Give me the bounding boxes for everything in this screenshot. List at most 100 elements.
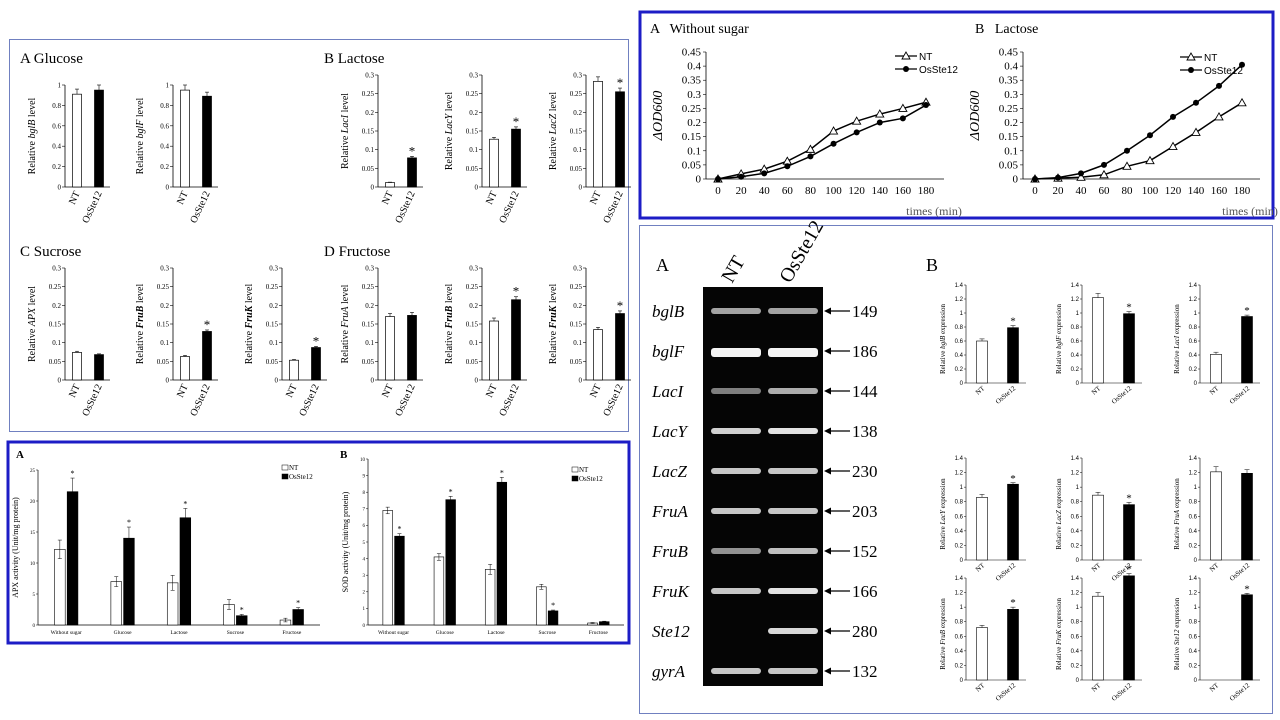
expr-chart-laci: 0 0.2 0.4 0.6 0.8 1 1.2 1.4 Relative LacI expres…	[1173, 283, 1260, 406]
y-tick-label: 0	[371, 184, 375, 192]
x-category-label: NT	[484, 190, 500, 207]
size-arrow-head	[824, 667, 831, 675]
y-tick-label: 6	[363, 524, 366, 529]
series-line-osste12	[717, 104, 927, 180]
gel-panel-letter-a: A	[656, 255, 669, 275]
y-tick-label: 1.2	[1189, 471, 1198, 477]
y-tick-label: 0.45	[999, 47, 1019, 59]
y-tick-label: 5	[33, 593, 36, 598]
y-tick-label: 1	[363, 607, 366, 612]
y-label-gene: LacY	[444, 112, 455, 135]
y-label-suffix: expression	[1055, 478, 1063, 510]
y-tick-label: 0.6	[1071, 634, 1080, 640]
growth-chart-lactose: 0 0.05 0.1 0.15 0.2 0.25 0.3 0.35 0.4 0.45 0 20 40 60…	[968, 47, 1278, 219]
legend-marker-osste12	[903, 66, 909, 72]
bar-nt	[72, 352, 82, 381]
y-label-gene: FruA	[340, 306, 351, 329]
y-tick-label: 0.15	[570, 321, 583, 329]
growth-chart-without-sugar: 0 0.05 0.1 0.15 0.2 0.25 0.3 0.35 0.4 0.45 0 20 40 60…	[651, 47, 962, 219]
y-axis-label: Relative bglF level	[135, 97, 146, 174]
bar-nt	[1092, 494, 1104, 561]
point-nt	[1099, 169, 1109, 179]
legend-marker-nt	[901, 51, 911, 60]
point-osste12	[876, 119, 883, 126]
x-category-label: Lactose	[170, 630, 188, 636]
bar-osste12	[407, 157, 417, 188]
y-tick-label: 1	[1076, 485, 1080, 491]
y-tick-label: 0.25	[466, 90, 479, 98]
y-tick-label: 0.2	[52, 302, 61, 310]
band-size-label: 280	[852, 622, 878, 641]
gel-gene-label: LacZ	[651, 462, 688, 481]
point-nt	[805, 144, 816, 153]
y-tick-label: 25	[30, 469, 36, 474]
expression-bar-charts: 0 0.2 0.4 0.6 0.8 1 1.2 1.4 Relative bglB expres…	[939, 283, 1260, 703]
y-axis-label: Relative bglF expression	[1055, 304, 1063, 375]
y-label-suffix: level	[244, 284, 255, 306]
point-osste12	[923, 102, 929, 109]
bar-nt	[1210, 353, 1222, 384]
legend-swatch-osste12	[281, 473, 289, 480]
y-tick-label: 0.25	[157, 283, 170, 291]
y-tick-label: 1	[960, 485, 964, 491]
y-label-gene: LacI	[1173, 335, 1181, 350]
bar-nt	[1092, 595, 1104, 681]
lane-label-nt: NT	[717, 252, 749, 286]
y-tick-label: 0.15	[157, 321, 170, 329]
point-osste12	[830, 140, 837, 147]
y-tick-label: 20	[30, 500, 36, 505]
bar-osste12	[202, 331, 212, 381]
y-tick-label: 0.8	[955, 620, 964, 626]
y-tick-label: 0.25	[682, 103, 702, 115]
y-tick-label: 0.6	[1071, 514, 1080, 520]
point-osste12	[899, 115, 906, 122]
x-category-label: Without sugar	[378, 630, 409, 636]
x-tick-label: 100	[1142, 185, 1159, 197]
y-tick-label: 0.8	[955, 325, 964, 331]
y-label-suffix: expression	[1173, 597, 1181, 629]
x-tick-label: 0	[715, 185, 721, 197]
y-tick-label: 0.05	[266, 358, 279, 366]
x-category-label: OsSte12	[80, 190, 104, 225]
significance-star: *	[1010, 597, 1016, 609]
y-label-suffix: expression	[939, 598, 947, 630]
y-label-prefix: Relative	[939, 525, 947, 550]
x-category-label: NT	[588, 383, 604, 400]
gel-gene-label: LacI	[651, 382, 685, 401]
x-axis-label: times (min)	[1222, 204, 1278, 218]
x-category-label: Sucrose	[538, 630, 556, 636]
point-osste12	[1170, 113, 1176, 120]
y-tick-label: 0	[1013, 174, 1019, 186]
bar-nt	[489, 320, 499, 381]
point-osste12	[1101, 161, 1107, 168]
point-nt	[1122, 161, 1132, 170]
x-category-label: Fructose	[589, 630, 609, 636]
x-tick-label: 60	[782, 185, 794, 197]
y-axis-label: Relative FruK level	[244, 284, 255, 365]
y-tick-label: 0.25	[466, 283, 479, 291]
y-tick-label: 0	[579, 377, 583, 385]
band-size-label: 186	[852, 342, 878, 361]
bar-osste12	[292, 609, 304, 626]
y-tick-label: 0.4	[1071, 649, 1080, 655]
gel-gene-label: Ste12	[652, 622, 690, 641]
y-tick-label: 0.15	[362, 321, 375, 329]
bar-nt	[289, 359, 299, 381]
y-tick-label: 0.4	[1189, 529, 1198, 535]
bar-nt	[1210, 471, 1222, 561]
y-label-gene: FruB	[135, 305, 146, 329]
y-axis-label: Relative FruB level	[444, 284, 455, 365]
x-category-label: NT	[1208, 384, 1221, 397]
panel-frame-growth	[638, 10, 1275, 220]
gel-gene-label: bglB	[652, 302, 685, 321]
growth-title-lactose: B Lactose	[975, 22, 1038, 37]
y-label-prefix: Relative	[1055, 525, 1063, 550]
bar-osste12	[1007, 327, 1019, 384]
point-osste12	[1147, 132, 1153, 139]
y-label-gene: LacY	[939, 509, 947, 526]
growth-line-charts: 0 0.05 0.1 0.15 0.2 0.25 0.3 0.35 0.4 0.45 0 20 40 60…	[651, 47, 1278, 219]
y-label-prefix: Relative	[1173, 349, 1181, 374]
significance-star: *	[1010, 316, 1016, 328]
y-axis-label: Relative FruB level	[135, 284, 146, 365]
y-label-prefix: Relative	[1055, 645, 1063, 670]
